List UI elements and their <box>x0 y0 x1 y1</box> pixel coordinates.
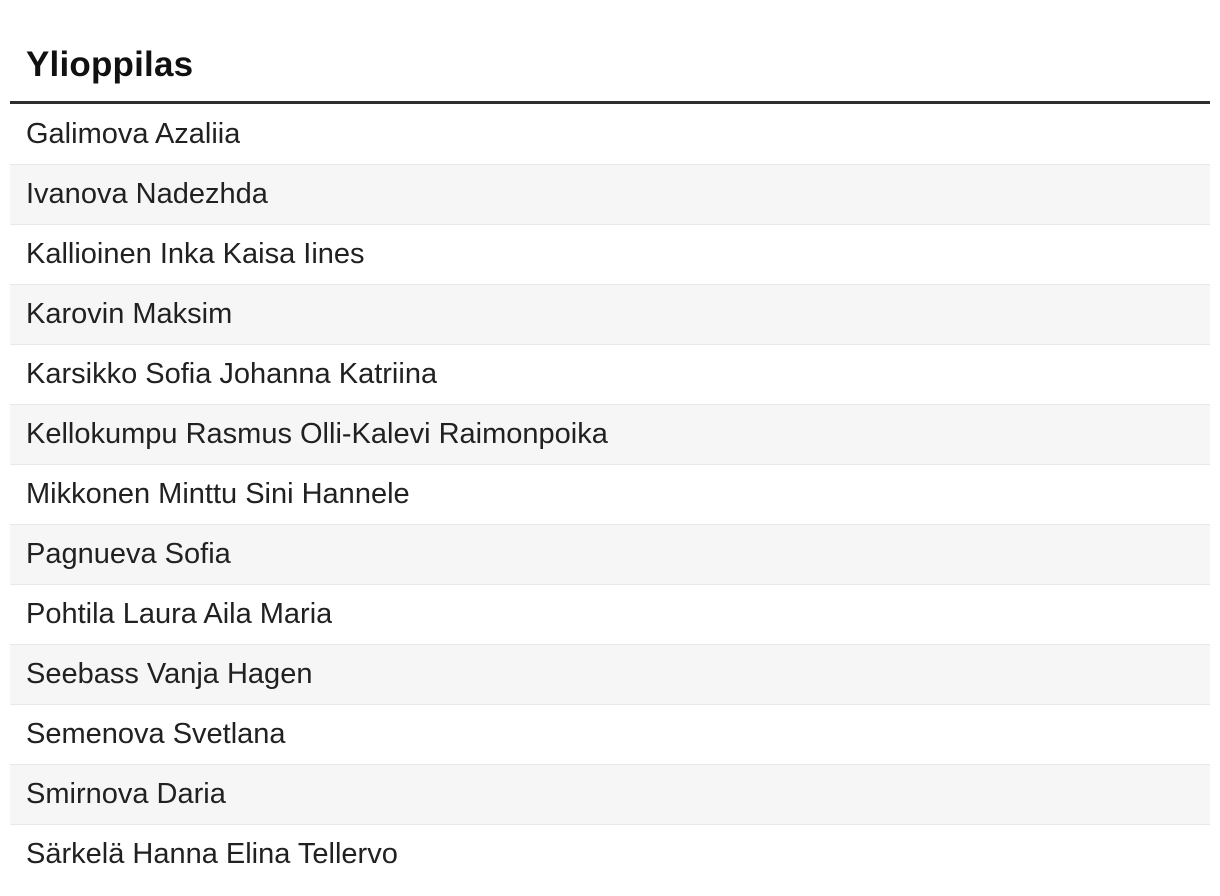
student-name: Seebass Vanja Hagen <box>26 658 313 690</box>
table-row[interactable]: Pohtila Laura Aila Maria <box>10 584 1210 644</box>
table-row[interactable]: Mikkonen Minttu Sini Hannele <box>10 464 1210 524</box>
table-row[interactable]: Galimova Azaliia <box>10 104 1210 164</box>
table-row[interactable]: Kallioinen Inka Kaisa Iines <box>10 224 1210 284</box>
table-row[interactable]: Pagnueva Sofia <box>10 524 1210 584</box>
student-name: Mikkonen Minttu Sini Hannele <box>26 478 410 510</box>
student-name: Karsikko Sofia Johanna Katriina <box>26 358 438 390</box>
student-name: Kellokumpu Rasmus Olli-Kalevi Raimonpoik… <box>26 418 608 450</box>
table-row[interactable]: Smirnova Daria <box>10 764 1210 824</box>
table-row[interactable]: Seebass Vanja Hagen <box>10 644 1210 704</box>
table-body: Galimova Azaliia Ivanova Nadezhda Kallioin… <box>10 104 1210 884</box>
student-name: Ivanova Nadezhda <box>26 178 268 210</box>
student-name: Galimova Azaliia <box>26 117 241 150</box>
student-name: Kallioinen Inka Kaisa Iines <box>26 238 365 270</box>
table-row[interactable]: Särkelä Hanna Elina Tellervo <box>10 824 1210 884</box>
student-name: Särkelä Hanna Elina Tellervo <box>26 838 398 870</box>
table-row[interactable]: Semenova Svetlana <box>10 704 1210 764</box>
student-table: Ylioppilas Galimova Azaliia Ivanova Nadez… <box>10 0 1210 884</box>
table-header-ylioppilas: Ylioppilas <box>10 0 1210 104</box>
table-row[interactable]: Karsikko Sofia Johanna Katriina <box>10 344 1210 404</box>
student-name: Pagnueva Sofia <box>26 538 231 570</box>
student-name: Semenova Svetlana <box>26 718 286 750</box>
table-row[interactable]: Karovin Maksim <box>10 284 1210 344</box>
student-name: Karovin Maksim <box>26 298 233 330</box>
table-row[interactable]: Kellokumpu Rasmus Olli-Kalevi Raimonpoik… <box>10 404 1210 464</box>
student-name: Smirnova Daria <box>26 778 226 810</box>
student-name: Pohtila Laura Aila Maria <box>26 598 333 630</box>
table-row[interactable]: Ivanova Nadezhda <box>10 164 1210 224</box>
